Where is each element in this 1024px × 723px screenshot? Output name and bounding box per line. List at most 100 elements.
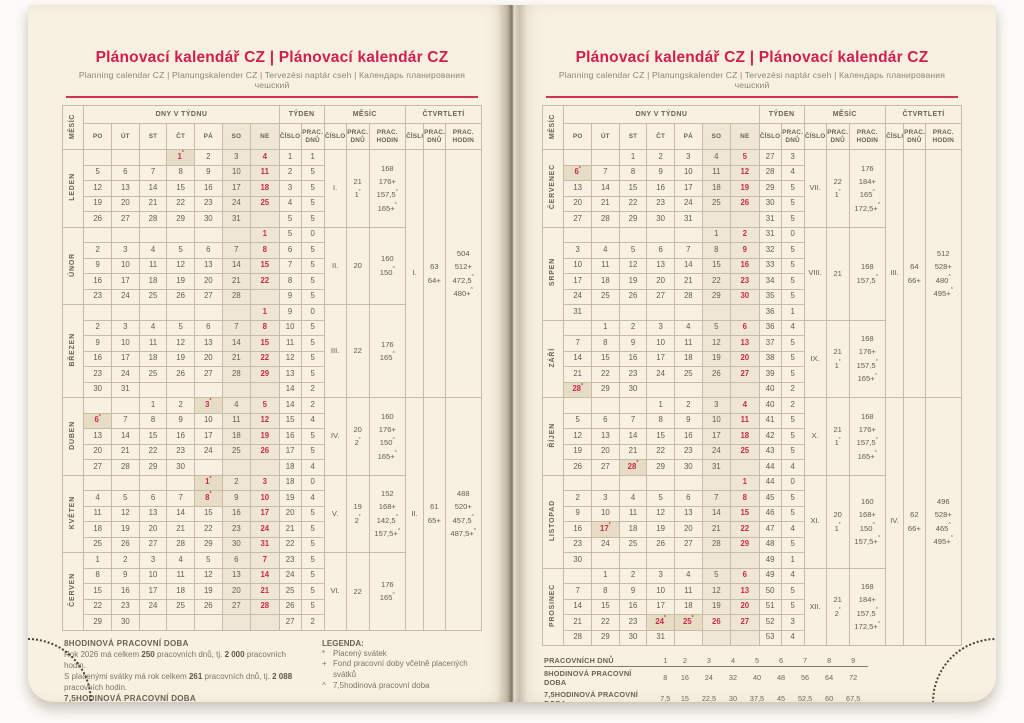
hours-value-cell: 15 (680, 694, 689, 702)
week-workdays-cell: 5 (300, 211, 325, 228)
hours-header-col: 9 (837, 654, 869, 667)
day-cell: 18 (221, 428, 252, 445)
day-cell: 15 (250, 335, 280, 352)
month-column-header: MĚSÍC (541, 105, 565, 150)
working-days-hours-table: PRACOVNÍCH DNŮ 1 2 3 4 5 6 7 8 9 8HODINOVÁ PRACOVN… (544, 654, 960, 702)
month-workdays-cell: 20 (345, 226, 370, 305)
weekday-header: PO (83, 123, 112, 150)
day-cell: 18 (83, 521, 112, 538)
day-cell: 21 (591, 195, 620, 212)
day-cell: 6 (673, 490, 703, 507)
month-workdays-cell: 21 2* (825, 567, 850, 646)
day-cell: 22 (701, 273, 732, 290)
week-workdays-cell: 5 (780, 412, 805, 429)
day-cell: 1 (701, 226, 732, 243)
day-cell: 25 (673, 366, 703, 383)
day-cell (591, 474, 620, 491)
hours-row-label: 8HODINOVÁ PRACOVNÍ DOBA (544, 668, 632, 687)
day-cell: 21 (138, 195, 168, 212)
week-number-cell: 30 (758, 195, 782, 212)
day-cell: 2 (221, 474, 252, 491)
week-number-cell: 51 (758, 598, 782, 615)
week-row: 17 18 19 20 21 22 23 34 5 (543, 273, 962, 290)
week-workdays-cell: 2 (300, 381, 325, 398)
day-cell: 4 (138, 319, 168, 336)
header-group: TÝDEN (278, 105, 325, 124)
week-row: 9 10 11 12 13 14 15 46 5 (543, 505, 962, 522)
weekday-header: ÚT (591, 123, 620, 150)
day-cell: 18 (138, 350, 168, 367)
legend-item: ^ 7,5hodinová pracovní doba (322, 681, 480, 692)
week-workdays-cell: 5 (300, 164, 325, 181)
day-cell: 17 (111, 350, 140, 367)
weekday-header: SO (701, 123, 732, 150)
day-cell: 19 (563, 443, 592, 460)
day-cell: 29 (701, 288, 732, 305)
week-workdays-cell: 5 (300, 335, 325, 352)
header-group: MĚSÍC (323, 105, 406, 124)
day-cell: 9 (563, 505, 592, 522)
page-subtitle: Planning calendar CZ | Planungskalender … (558, 70, 946, 90)
week-number-cell: 18 (278, 459, 302, 476)
week-number-cell: 8 (278, 273, 302, 290)
quarter-workdays-cell: 64 66+ (903, 149, 926, 398)
month-workhours-cell: 168 176+ 157,5^ 165+^ (848, 397, 886, 476)
day-cell: 2 (83, 242, 112, 259)
column-header: PRAC. HODIN (444, 123, 482, 150)
hours-table: PRACOVNÍCH DNŮ 1 2 3 4 5 6 7 8 9 8HODINOVÁ PRACOVN… (544, 654, 869, 702)
weekday-header: NE (730, 123, 760, 150)
day-cell: 20 (221, 583, 252, 600)
day-cell: 24 (193, 443, 223, 460)
day-cell: 3 (138, 552, 168, 569)
week-workdays-cell: 5 (300, 583, 325, 600)
day-cell (730, 381, 760, 398)
day-cell: 23 (646, 195, 675, 212)
day-cell: 16 (673, 428, 703, 445)
day-cell: 15 (591, 350, 620, 367)
day-cell (83, 226, 112, 243)
hours-header-col: 3 (693, 654, 725, 667)
day-cell (591, 552, 620, 569)
day-cell: 21 (673, 273, 703, 290)
day-cell: 2 (730, 226, 760, 243)
week-workdays-cell: 0 (300, 474, 325, 491)
day-cell: 3 (673, 149, 703, 166)
day-cell: 16 (563, 521, 592, 538)
day-cell (673, 552, 703, 569)
day-cell: 13 (138, 505, 168, 522)
week-workdays-cell: 3 (780, 149, 805, 166)
week-number-cell: 27 (278, 614, 302, 631)
day-cell: 27 (563, 211, 592, 228)
day-cell (618, 397, 648, 414)
column-header: PRAC. HODIN (924, 123, 962, 150)
day-cell: 24 (563, 288, 592, 305)
day-cell: 16 (221, 505, 252, 522)
day-cell (221, 459, 252, 476)
day-cell: 28* (563, 381, 592, 398)
day-cell: 14 (563, 598, 592, 615)
week-workdays-cell: 2 (780, 381, 805, 398)
day-cell: 9 (673, 412, 703, 429)
day-cell (138, 381, 168, 398)
day-cell: 20 (673, 521, 703, 538)
day-cell: 26 (701, 366, 732, 383)
week-workdays-cell: 5 (300, 366, 325, 383)
hours-value-cell: 52,5 (797, 694, 813, 702)
month-number-cell: I. (323, 149, 347, 228)
week-number-cell: 21 (278, 521, 302, 538)
week-workdays-cell: 4 (300, 412, 325, 429)
day-cell: 27 (221, 598, 252, 615)
day-cell (730, 211, 760, 228)
day-cell (563, 226, 592, 243)
day-cell: 17 (646, 598, 675, 615)
day-cell: 8 (618, 164, 648, 181)
week-row: 13 14 15 16 17 18 19 29 5 (543, 180, 962, 197)
footnote-title: 7,5HODINOVÁ PRACOVNÍ DOBA (64, 693, 196, 702)
month-number-cell: VIII. (803, 226, 827, 321)
day-cell (646, 304, 675, 321)
week-workdays-cell: 5 (780, 257, 805, 274)
day-cell: 11 (673, 583, 703, 600)
day-cell: 26 (250, 443, 280, 460)
week-workdays-cell: 5 (780, 242, 805, 259)
week-row: 6* 7 8 9 10 11 12 28 4 (543, 164, 962, 181)
